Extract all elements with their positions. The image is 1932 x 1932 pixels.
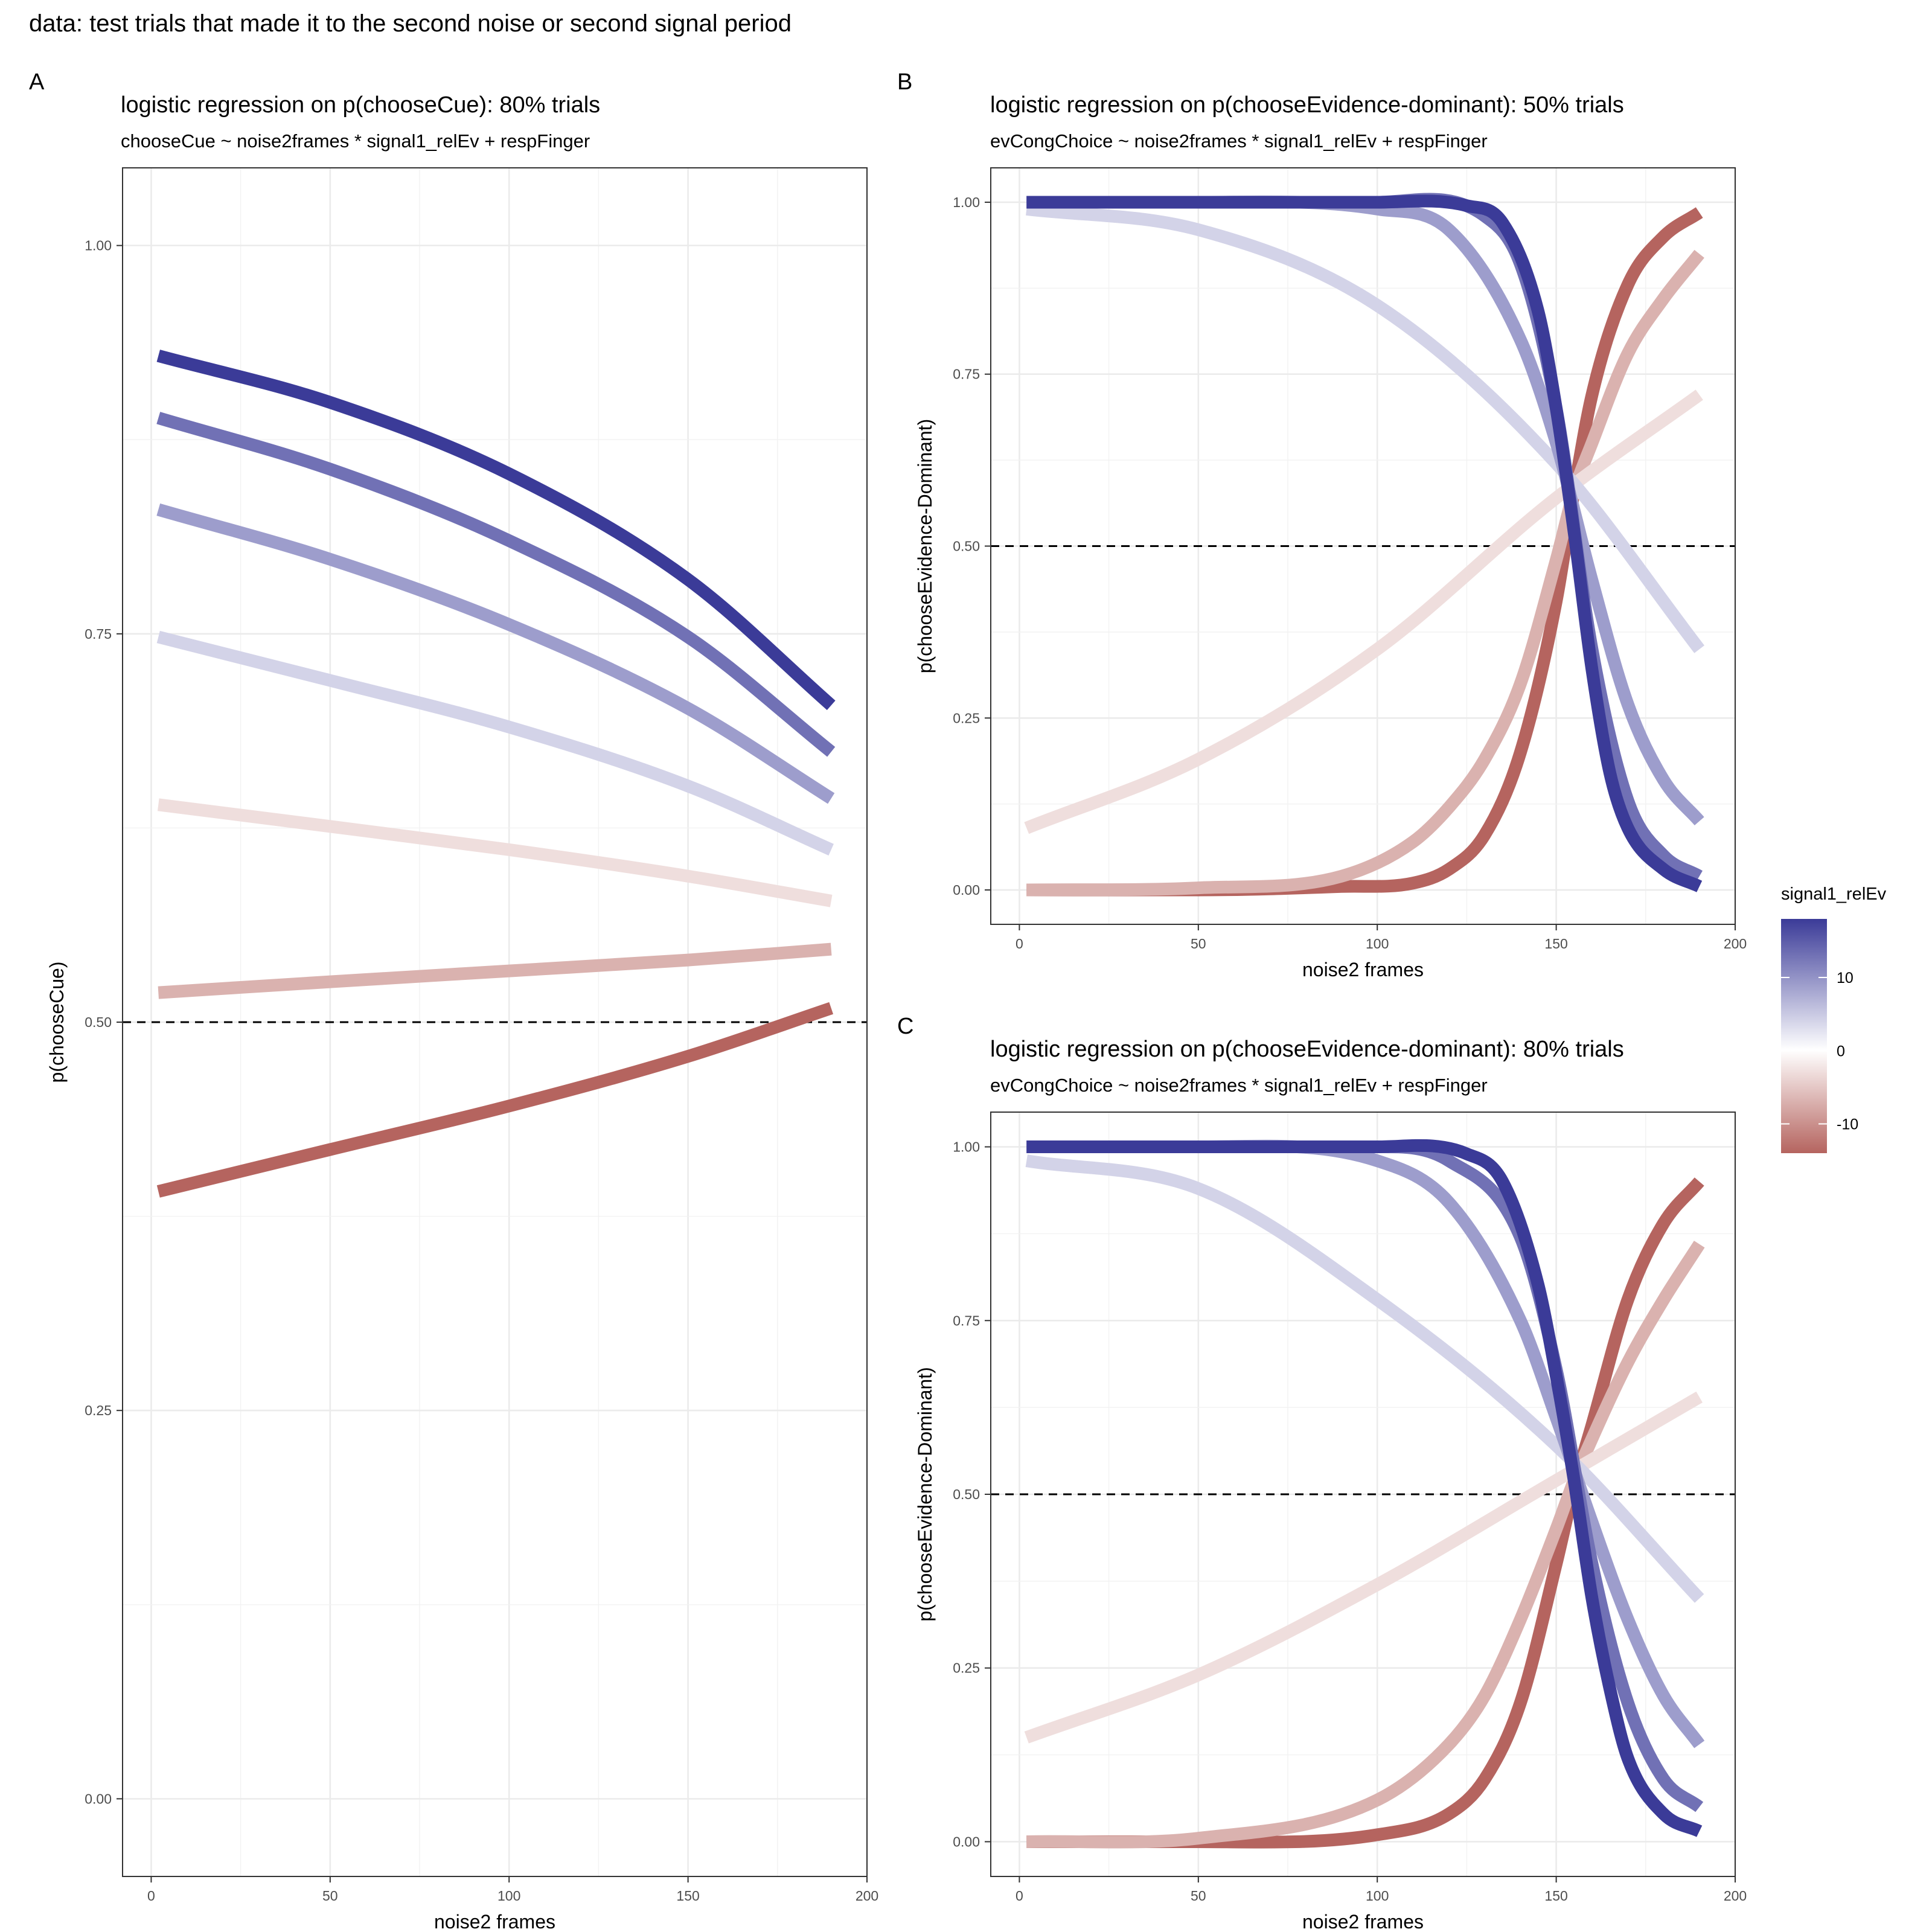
panel-tag: A xyxy=(29,69,45,95)
series-line xyxy=(1026,1139,1703,1837)
legend-title: signal1_relEv xyxy=(1781,884,1887,904)
series-line xyxy=(158,942,832,999)
panel-title: logistic regression on p(chooseEvidence-… xyxy=(990,92,1624,118)
color-legend: signal1_relEv 10 0 -10 xyxy=(1781,884,1887,1153)
figure-title: data: test trials that made it to the se… xyxy=(29,10,792,37)
x-axis-ticks: 0 50 100 150 200 xyxy=(1016,924,1747,952)
x-tick-label: 100 xyxy=(497,1888,520,1904)
panel-tag: B xyxy=(897,69,912,95)
x-tick-label: 200 xyxy=(856,1888,878,1904)
y-tick-label: 1.00 xyxy=(85,238,112,254)
x-axis-ticks: 0 50 100 150 200 xyxy=(147,1876,878,1904)
x-tick-label: 0 xyxy=(147,1888,155,1904)
x-tick-label: 200 xyxy=(1724,936,1747,952)
series-lines xyxy=(1024,193,1705,897)
series-line xyxy=(156,1002,834,1198)
panel-title: logistic regression on p(chooseCue): 80%… xyxy=(121,92,600,118)
y-axis-ticks: 0.00 0.25 0.50 0.75 1.00 xyxy=(953,194,991,898)
panel-b: B logistic regression on p(chooseEvidenc… xyxy=(897,69,1747,980)
y-tick-label: 1.00 xyxy=(953,194,980,210)
y-tick-label: 0.75 xyxy=(953,366,980,382)
x-axis-label: noise2 frames xyxy=(434,1911,555,1932)
legend-colorbar xyxy=(1781,919,1827,1153)
x-axis-label: noise2 frames xyxy=(1302,1911,1424,1932)
series-line xyxy=(1024,389,1703,834)
y-axis-ticks: 0.00 0.25 0.50 0.75 1.00 xyxy=(85,238,123,1806)
series-line xyxy=(1026,194,1703,892)
panel-c: C logistic regression on p(chooseEvidenc… xyxy=(897,1014,1747,1932)
y-tick-label: 0.75 xyxy=(953,1313,980,1328)
x-tick-label: 0 xyxy=(1016,936,1023,952)
y-tick-label: 0.50 xyxy=(953,1486,980,1502)
y-tick-label: 0.75 xyxy=(85,626,112,642)
x-tick-label: 150 xyxy=(1544,1888,1567,1904)
series-line xyxy=(1024,1391,1703,1744)
panel-title: logistic regression on p(chooseEvidence-… xyxy=(990,1037,1624,1062)
y-tick-label: 0.00 xyxy=(85,1791,112,1806)
y-tick-label: 0.25 xyxy=(953,1660,980,1676)
y-tick-label: 0.00 xyxy=(953,1834,980,1849)
gridlines xyxy=(123,168,868,1876)
panel-a: A logistic regression on p(chooseCue): 8… xyxy=(29,69,878,1932)
y-axis-ticks: 0.00 0.25 0.50 0.75 1.00 xyxy=(953,1139,991,1849)
y-tick-label: 1.00 xyxy=(953,1139,980,1155)
y-axis-label: p(chooseCue) xyxy=(46,962,68,1083)
panel-tag: C xyxy=(897,1014,913,1039)
series-line xyxy=(156,412,836,757)
x-axis-ticks: 0 50 100 150 200 xyxy=(1016,1876,1747,1904)
x-tick-label: 100 xyxy=(1366,1888,1389,1904)
series-line xyxy=(1026,1241,1705,1849)
y-tick-label: 0.25 xyxy=(953,710,980,726)
panel-subtitle: evCongChoice ~ noise2frames * signal1_re… xyxy=(990,1075,1488,1096)
series-line xyxy=(156,350,836,711)
panel-subtitle: evCongChoice ~ noise2frames * signal1_re… xyxy=(990,130,1488,152)
legend-tick-label: 10 xyxy=(1837,970,1854,987)
x-axis-label: noise2 frames xyxy=(1302,959,1424,980)
y-tick-label: 0.50 xyxy=(85,1014,112,1030)
series-line xyxy=(156,503,835,804)
series-line xyxy=(1026,249,1704,897)
y-tick-label: 0.00 xyxy=(953,882,980,898)
x-tick-label: 150 xyxy=(1544,936,1567,952)
x-tick-label: 50 xyxy=(1191,936,1206,952)
series-line xyxy=(1026,202,1705,653)
series-lines xyxy=(1024,1139,1705,1849)
x-tick-label: 0 xyxy=(1016,1888,1023,1904)
series-line xyxy=(157,798,833,907)
y-tick-label: 0.50 xyxy=(953,539,980,554)
legend-ticks: 10 0 -10 xyxy=(1781,970,1858,1133)
series-line xyxy=(156,630,834,856)
y-axis-label: p(chooseEvidence-Dominant) xyxy=(914,1367,936,1622)
x-tick-label: 150 xyxy=(676,1888,699,1904)
x-tick-label: 50 xyxy=(1191,1888,1206,1904)
y-tick-label: 0.25 xyxy=(85,1403,112,1418)
legend-tick-label: 0 xyxy=(1837,1043,1845,1060)
legend-tick-label: -10 xyxy=(1837,1116,1858,1133)
x-tick-label: 100 xyxy=(1366,936,1389,952)
panel-subtitle: chooseCue ~ noise2frames * signal1_relEv… xyxy=(121,130,590,152)
y-axis-label: p(chooseEvidence-Dominant) xyxy=(914,419,936,674)
series-line xyxy=(1025,1154,1704,1603)
series-line xyxy=(1026,1177,1704,1849)
x-tick-label: 200 xyxy=(1724,1888,1747,1904)
series-lines xyxy=(156,350,836,1198)
x-tick-label: 50 xyxy=(322,1888,338,1904)
